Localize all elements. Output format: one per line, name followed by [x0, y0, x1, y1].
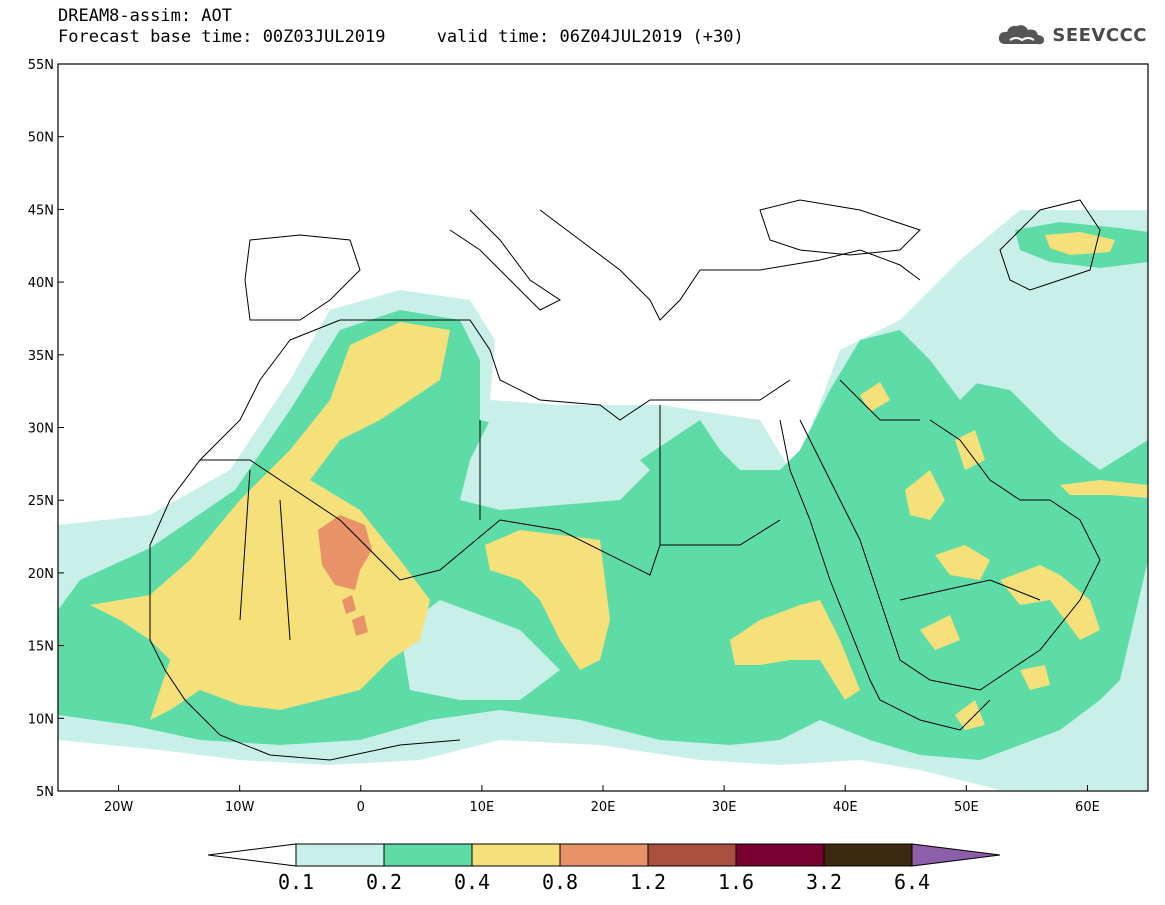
lat-tick-label: 35N	[28, 349, 54, 364]
colorbar-label: 0.2	[366, 870, 402, 894]
lat-tick-label: 45N	[28, 203, 54, 218]
aot-band-0.4-gulf	[1060, 480, 1148, 498]
lon-tick-label: 30E	[712, 800, 737, 815]
aot-band-0.1-patch-iran	[940, 300, 1148, 470]
map-subtitle-times: Forecast base time: 00Z03JUL2019 valid t…	[58, 27, 744, 47]
coastline-iberia	[244, 234, 361, 321]
seevccc-logo: SEEVCCC	[996, 22, 1147, 48]
lat-tick-label: 40N	[28, 276, 54, 291]
coastline-horn-africa	[879, 699, 991, 731]
colorbar-segment	[295, 843, 385, 867]
lon-tick-label: 60E	[1075, 800, 1100, 815]
lat-tick-label: 25N	[28, 494, 54, 509]
lat-tick-label: 10N	[28, 712, 54, 727]
lat-tick-label: 20N	[28, 567, 54, 582]
cloud-logo-icon	[999, 25, 1045, 45]
colorbar-segment	[471, 843, 561, 867]
aot-band-0.8-spot2	[352, 615, 368, 636]
colorbar-arrow-low	[207, 843, 297, 867]
coastline-italy	[449, 209, 561, 311]
latitude-axis: 55N 50N 45N 40N 35N 30N 25N 20N 15N 10N 5N	[28, 58, 64, 800]
lat-tick-label: 55N	[28, 58, 54, 73]
lon-tick-label: 0	[357, 800, 365, 815]
lon-tick-label: 20W	[104, 800, 134, 815]
colorbar-label: 6.4	[894, 870, 930, 894]
coastline-west-africa	[149, 339, 461, 761]
logo-wordmark: SEEVCCC	[1052, 24, 1147, 46]
lon-tick-label: 40E	[833, 800, 858, 815]
colorbar-label: 0.8	[542, 870, 578, 894]
lon-tick-label: 10W	[225, 800, 255, 815]
colorbar-label: 1.2	[630, 870, 666, 894]
aot-band-0.8-mali	[318, 515, 372, 590]
aot-band-0.1-patch-libya	[460, 405, 650, 510]
aot-band-0.4-caspian	[1045, 232, 1115, 255]
aot-band-0.4-iraq	[860, 382, 985, 470]
colorbar-label: 0.1	[278, 870, 314, 894]
coastline-caspian	[999, 199, 1101, 291]
longitude-axis: 20W 10W 0 10E 20E 30E 40E 50E 60E	[104, 785, 1100, 815]
colorbar-label: 1.6	[718, 870, 754, 894]
colorbar-segment	[823, 843, 913, 867]
lat-tick-label: 30N	[28, 422, 54, 437]
coastlines-borders	[149, 199, 1101, 761]
lon-tick-label: 10E	[470, 800, 495, 815]
lat-tick-label: 15N	[28, 640, 54, 655]
lon-tick-label: 20E	[591, 800, 616, 815]
lat-tick-label: 5N	[36, 785, 54, 800]
colorbar-segment	[559, 843, 649, 867]
coastline-north-africa	[289, 319, 791, 421]
colorbar-label: 3.2	[806, 870, 842, 894]
lat-tick-label: 50N	[28, 131, 54, 146]
colorbar-segment	[647, 843, 737, 867]
map-title: DREAM8-assim: AOT	[58, 6, 232, 26]
coastline-balkans-turkey	[539, 209, 921, 321]
colorbar-segment	[383, 843, 473, 867]
border-arabia-internal	[839, 379, 1041, 601]
lon-tick-label: 50E	[954, 800, 979, 815]
colorbar-label: 0.4	[454, 870, 490, 894]
aot-band-0.4-arabia	[905, 470, 1100, 730]
border-saharan	[200, 459, 781, 581]
aot-band-0.4-chad	[485, 530, 610, 670]
aot-field	[58, 210, 1148, 790]
coastline-red-sea	[779, 419, 881, 701]
aot-band-0.1-patch-sahel	[400, 600, 560, 700]
aot-band-0.4-sudan	[730, 600, 860, 700]
coastline-black-sea	[759, 199, 921, 256]
colorbar-segment	[735, 843, 825, 867]
colorbar-arrow-high	[911, 843, 1001, 867]
aot-band-0.8-spot1	[342, 595, 356, 614]
coastline-arabia	[799, 419, 1101, 691]
border-meridian	[239, 405, 661, 641]
colorbar: 0.1 0.2 0.4 0.8 1.2 1.6 3.2 6.4	[207, 843, 1001, 894]
